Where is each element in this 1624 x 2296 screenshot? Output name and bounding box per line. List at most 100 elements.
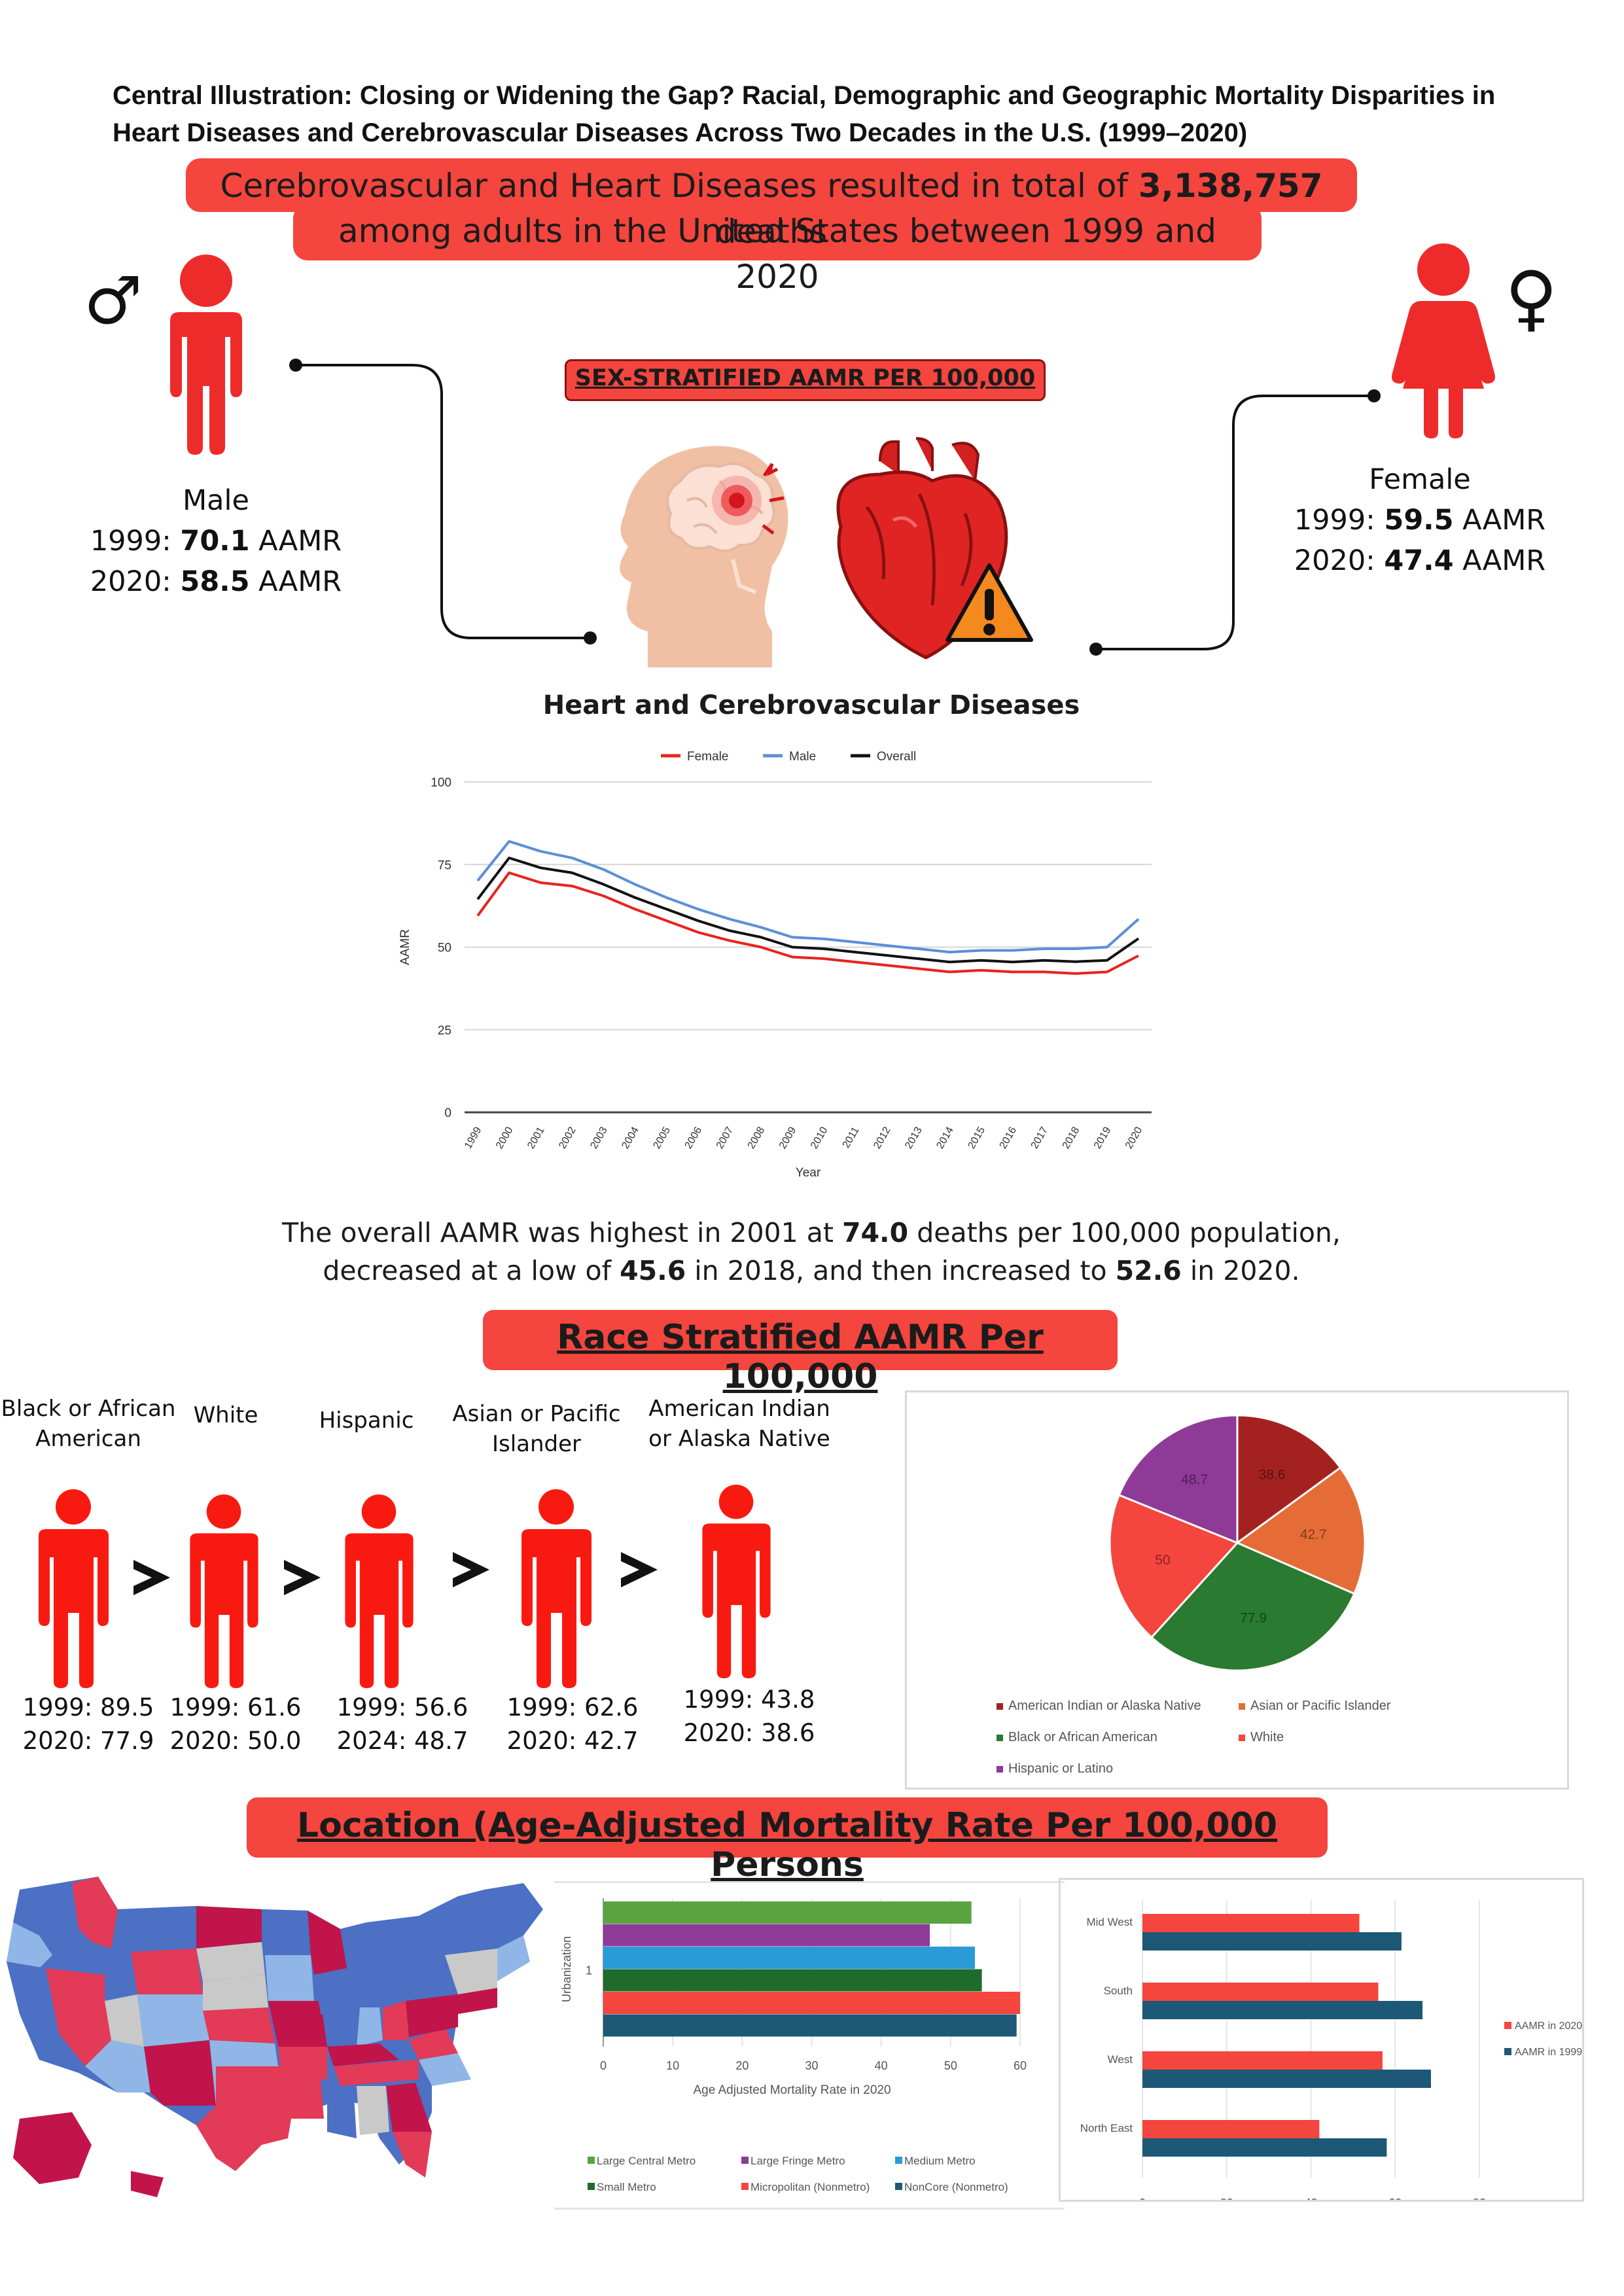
- x-tick-label: 20: [1220, 2197, 1233, 2200]
- race-heading: Race Stratified AAMR Per 100,000: [557, 1318, 1044, 1396]
- pie-slice: [1150, 1542, 1356, 1672]
- overall-line2-mid: in 2018, and then increased to: [686, 1255, 1116, 1286]
- region-bar: [1142, 2001, 1423, 2019]
- region-bar: [1142, 1914, 1360, 1932]
- race-label-aian: American Indian or Alaska Native: [641, 1394, 838, 1454]
- female-label: Female: [1369, 463, 1471, 496]
- race-values-hispanic: 1999: 56.6 2024: 48.7: [317, 1691, 487, 1757]
- gt-arrow-2: [284, 1560, 321, 1595]
- pie-slice-label: 38.6: [1259, 1468, 1286, 1483]
- urban-legend-label: Micropolitan (Nonmetro): [750, 2181, 870, 2193]
- race-black-2020: 2020: 77.9: [22, 1727, 154, 1755]
- overall-line2: decreased at a low of 45.6 in 2018, and …: [196, 1252, 1426, 1290]
- pie-legend-label: Asian or Pacific Islander: [1250, 1699, 1391, 1713]
- overall-peak-value: 74.0: [841, 1217, 909, 1248]
- region-category-label: Mid West: [1086, 1916, 1133, 1928]
- x-tick-label: 1999: [463, 1125, 484, 1150]
- urban-legend-label: Medium Metro: [904, 2155, 976, 2167]
- x-tick-label: 2018: [1061, 1125, 1082, 1150]
- race-person-icon-white: [190, 1494, 258, 1688]
- pie-legend-label: White: [1250, 1730, 1284, 1744]
- race-values-aian: 1999: 43.8 2020: 38.6: [664, 1683, 834, 1750]
- race-values-white: 1999: 61.6 2020: 50.0: [150, 1691, 321, 1757]
- region-bar: [1142, 1932, 1402, 1951]
- region-legend-label: AAMR in 2020: [1515, 2021, 1582, 2032]
- female-2020-unit: AAMR: [1453, 544, 1546, 577]
- y-tick-label: 75: [438, 858, 451, 872]
- gt-arrow-1: [133, 1560, 170, 1595]
- us-map: [7, 1877, 543, 2197]
- urban-legend-swatch: [588, 2157, 595, 2164]
- pie-slice-label: 77.9: [1240, 1610, 1267, 1625]
- urbanization-bar-chart: 0 10 20 30 40 50 60 1 Urbanization Age Adjusted M…: [560, 1898, 1027, 2193]
- female-2020: 2020: 47.4 AAMR: [1269, 540, 1570, 581]
- x-tick-label: 2013: [903, 1125, 925, 1150]
- race-hispanic-2024: 2024: 48.7: [336, 1727, 468, 1755]
- x-tick-label: 2008: [746, 1125, 768, 1150]
- race-label-hispanic-l1: Hispanic: [319, 1407, 414, 1434]
- x-tick-label: 0: [600, 2059, 607, 2072]
- male-label: Male: [183, 484, 249, 517]
- race-label-asian-l1: Asian or Pacific: [452, 1401, 621, 1427]
- x-tick-label: 2016: [998, 1125, 1019, 1150]
- total-deaths-banner-top: [186, 158, 1357, 212]
- page-title: Central Illustration: Closing or Widenin…: [113, 81, 1496, 147]
- race-label-aian-l1: American Indian: [648, 1396, 830, 1422]
- pie-legend-label: Hispanic or Latino: [1008, 1761, 1113, 1776]
- overall-line1-post: deaths per 100,000 population,: [908, 1217, 1341, 1248]
- region-legend-swatch: [1504, 2022, 1511, 2029]
- race-label-black: Black or African American: [0, 1394, 177, 1454]
- x-tick-label: 60: [1388, 2197, 1402, 2200]
- sex-stratified-label: SEX-STRATIFIED AAMR PER 100,000: [574, 365, 1036, 391]
- race-asian-1999: 1999: 62.6: [506, 1693, 639, 1722]
- overall-line1: The overall AAMR was highest in 2001 at …: [196, 1214, 1426, 1252]
- race-person-icon-black: [39, 1489, 109, 1688]
- race-values-black: 1999: 89.5 2020: 77.9: [0, 1691, 177, 1757]
- pie-legend-label: American Indian or Alaska Native: [1008, 1699, 1201, 1713]
- total-deaths-text-line2: among adults in the United States betwee…: [338, 212, 1216, 296]
- region-legend-label: AAMR in 1999: [1515, 2047, 1582, 2058]
- x-tick-label: 2009: [777, 1125, 799, 1150]
- region-bar: [1142, 2120, 1320, 2138]
- urban-bar-0: [603, 1901, 972, 1924]
- race-aian-1999: 1999: 43.8: [683, 1686, 815, 1714]
- x-tick-label: 2012: [872, 1125, 893, 1150]
- male-2020: 2020: 58.5 AAMR: [65, 561, 366, 602]
- overall-line2-post: in 2020.: [1181, 1255, 1300, 1286]
- urban-bar-3: [603, 1969, 982, 1992]
- race-aian-2020: 2020: 38.6: [683, 1719, 815, 1747]
- region-category-label: South: [1104, 1985, 1133, 1997]
- overall-2020-value: 52.6: [1115, 1255, 1182, 1286]
- total-deaths-text-line1: Cerebrovascular and Heart Diseases resul…: [186, 163, 1357, 255]
- race-label-white: White: [164, 1400, 288, 1430]
- series-line-male: [476, 839, 1140, 954]
- legend-label-overall: Overall: [877, 750, 916, 764]
- male-1999-value: 70.1: [180, 525, 250, 557]
- region-category-label: North East: [1080, 2122, 1133, 2134]
- warning-icon: [945, 563, 1033, 642]
- brain-head-icon: [620, 446, 788, 667]
- female-2020-value: 47.4: [1384, 544, 1454, 577]
- x-tick-label: 40: [875, 2059, 888, 2072]
- region-legend-swatch: [1504, 2048, 1511, 2055]
- race-pie-chart: 38.6 42.7 77.9 50 48.7 American Indian or Ala…: [997, 1414, 1391, 1776]
- pie-legend-swatch: [997, 1703, 1003, 1710]
- sex-stratified-tag: [565, 359, 1046, 401]
- pie-slice: [1236, 1414, 1342, 1545]
- urban-legend-swatch: [588, 2183, 595, 2190]
- x-tick-label: 2004: [620, 1125, 641, 1150]
- x-tick-label: 60: [1014, 2059, 1027, 2072]
- y-tick-label: 25: [438, 1024, 451, 1038]
- female-stats: Female 1999: 59.5 AAMR 2020: 47.4 AAMR: [1269, 459, 1570, 581]
- x-tick-label: 0: [1139, 2197, 1146, 2200]
- pie-legend-label: Black or African American: [1008, 1730, 1157, 1744]
- pie-legend-swatch: [997, 1735, 1003, 1741]
- pie-legend-swatch: [1239, 1735, 1245, 1741]
- total-deaths-count: 3,138,757: [1138, 167, 1323, 205]
- x-tick-label: 2011: [841, 1125, 862, 1150]
- male-2020-value: 58.5: [180, 565, 250, 598]
- race-label-aian-l2: or Alaska Native: [648, 1426, 830, 1452]
- female-2020-prefix: 2020:: [1294, 544, 1385, 577]
- x-tick-label: 2020: [1123, 1125, 1145, 1150]
- male-person-icon: [170, 255, 242, 455]
